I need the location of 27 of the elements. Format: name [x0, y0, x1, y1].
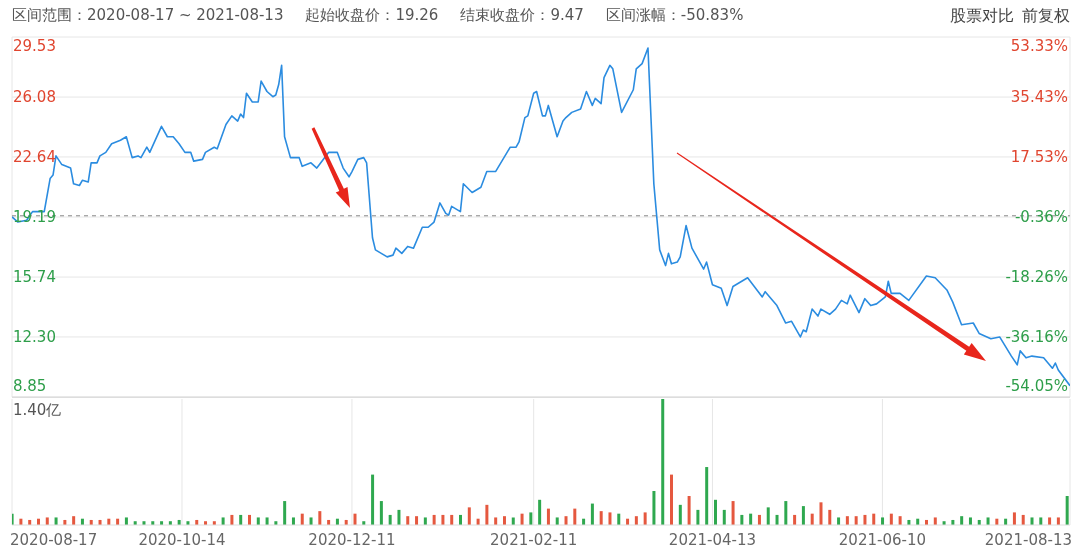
- y2-tick-label: 53.33%: [1010, 37, 1068, 55]
- text: 结束收盘价：9.47: [460, 6, 584, 25]
- y-tick-label: 29.53: [13, 37, 56, 55]
- x-tick-label: 2020-08-17: [10, 531, 98, 549]
- text: 区间涨幅：-50.83%: [605, 6, 744, 25]
- y-tick-label: 26.08: [13, 88, 56, 107]
- y2-tick-label: -18.26%: [1005, 268, 1068, 287]
- x-tick-label: 2020-12-11: [308, 531, 396, 549]
- y2-tick-label: 35.43%: [1010, 88, 1068, 107]
- text: 起始收盘价：19.26: [305, 6, 439, 25]
- annotation: 1.40亿: [13, 401, 62, 420]
- y-tick-label: 15.74: [13, 268, 56, 287]
- x-tick-label: 2021-08-13: [984, 531, 1072, 549]
- y2-tick-label: -36.16%: [1005, 328, 1068, 347]
- text: 区间范围：2020-08-17 ~ 2021-08-13: [12, 6, 284, 25]
- y-tick-label: 12.30: [13, 327, 56, 346]
- y-tick-label: 8.85: [13, 377, 47, 395]
- x-tick-label: 2020-10-14: [138, 531, 226, 549]
- y2-tick-label: -0.36%: [1014, 208, 1068, 226]
- y2-tick-label: 17.53%: [1010, 148, 1068, 167]
- x-tick-label: 2021-02-11: [490, 531, 578, 549]
- x-tick-label: 2021-04-13: [668, 531, 757, 549]
- y-tick-label: 22.64: [13, 147, 56, 166]
- x-tick-label: 2021-06-10: [838, 531, 927, 549]
- y2-tick-label: -54.05%: [1005, 377, 1068, 395]
- text: 前复权: [1022, 6, 1070, 27]
- text: 股票对比: [950, 6, 1014, 27]
